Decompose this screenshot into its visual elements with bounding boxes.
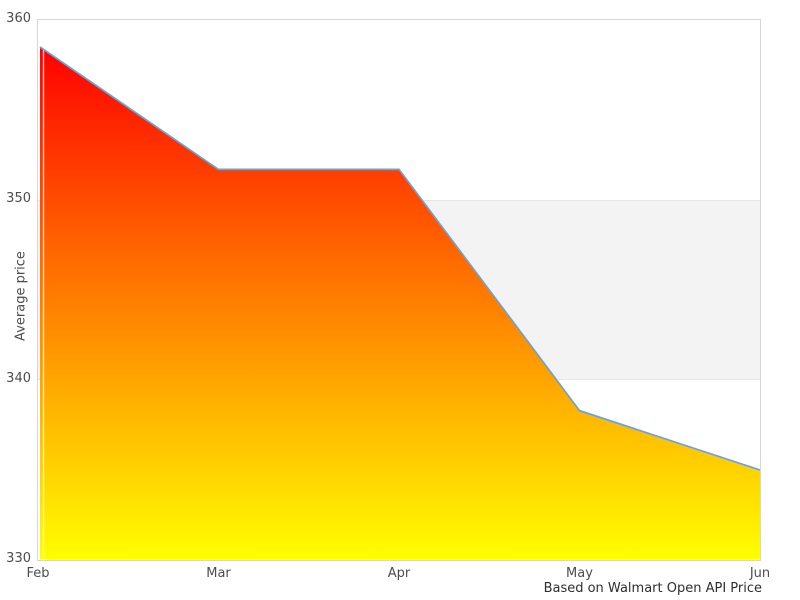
y-axis-title: Average price xyxy=(13,251,29,341)
y-tick-label: 360 xyxy=(6,11,31,26)
x-tick-label: Jun xyxy=(749,566,771,581)
x-tick-label: Apr xyxy=(387,566,411,581)
y-tick-label: 350 xyxy=(6,191,31,206)
y-tick-label: 340 xyxy=(6,371,31,386)
y-tick-label: 330 xyxy=(6,551,31,566)
source-caption: Based on Walmart Open API Price xyxy=(543,581,762,596)
x-tick-label: Mar xyxy=(206,566,231,581)
plot-area xyxy=(37,19,761,561)
area-series xyxy=(39,46,760,560)
x-tick-label: May xyxy=(566,566,593,581)
x-tick-label: Feb xyxy=(26,566,50,581)
area-fill xyxy=(40,47,760,559)
series-line xyxy=(39,46,760,471)
